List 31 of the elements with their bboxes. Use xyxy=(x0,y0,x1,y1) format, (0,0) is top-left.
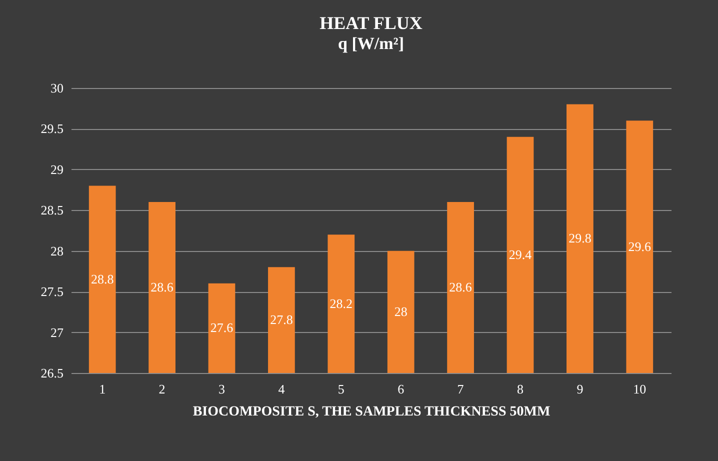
data-label: 28.8 xyxy=(90,271,114,286)
data-label: 27.8 xyxy=(270,312,293,328)
y-tick-label: 29 xyxy=(50,162,64,177)
data-label: 27.6 xyxy=(210,320,234,336)
x-axis-title: BIOCOMPOSITE S, THE SAMPLES THICKNESS 50MM xyxy=(192,404,550,420)
data-label: 29.4 xyxy=(508,246,532,262)
chart-title: HEAT FLUX xyxy=(320,13,422,33)
data-label: 28.6 xyxy=(449,280,472,294)
data-label: 28.2 xyxy=(330,296,353,311)
y-tick-label: 29.5 xyxy=(40,121,64,136)
x-tick-label: 5 xyxy=(338,382,344,396)
data-label: 28 xyxy=(394,304,408,319)
x-tick-label: 9 xyxy=(576,382,584,396)
y-tick-label: 26.5 xyxy=(40,366,64,380)
x-tick-label: 4 xyxy=(278,382,286,396)
chart-subtitle: q [W/m²] xyxy=(338,34,404,53)
x-tick-label: 10 xyxy=(633,382,646,396)
x-tick-label: 8 xyxy=(517,382,524,396)
y-tick-label: 28.5 xyxy=(40,202,64,218)
data-label: 28.6 xyxy=(150,280,174,294)
y-tick-label: 27 xyxy=(50,324,64,340)
data-label: 29.8 xyxy=(568,230,592,246)
y-tick-label: 28 xyxy=(50,243,64,258)
data-label: 29.6 xyxy=(628,238,652,254)
y-tick-label: 27.5 xyxy=(40,284,64,300)
x-tick-label: 2 xyxy=(158,382,166,396)
x-tick-label: 3 xyxy=(218,382,225,396)
y-tick-label: 30 xyxy=(50,80,64,96)
x-tick-label: 6 xyxy=(398,382,405,396)
x-tick-label: 7 xyxy=(457,382,464,396)
x-tick-label: 1 xyxy=(99,382,106,396)
